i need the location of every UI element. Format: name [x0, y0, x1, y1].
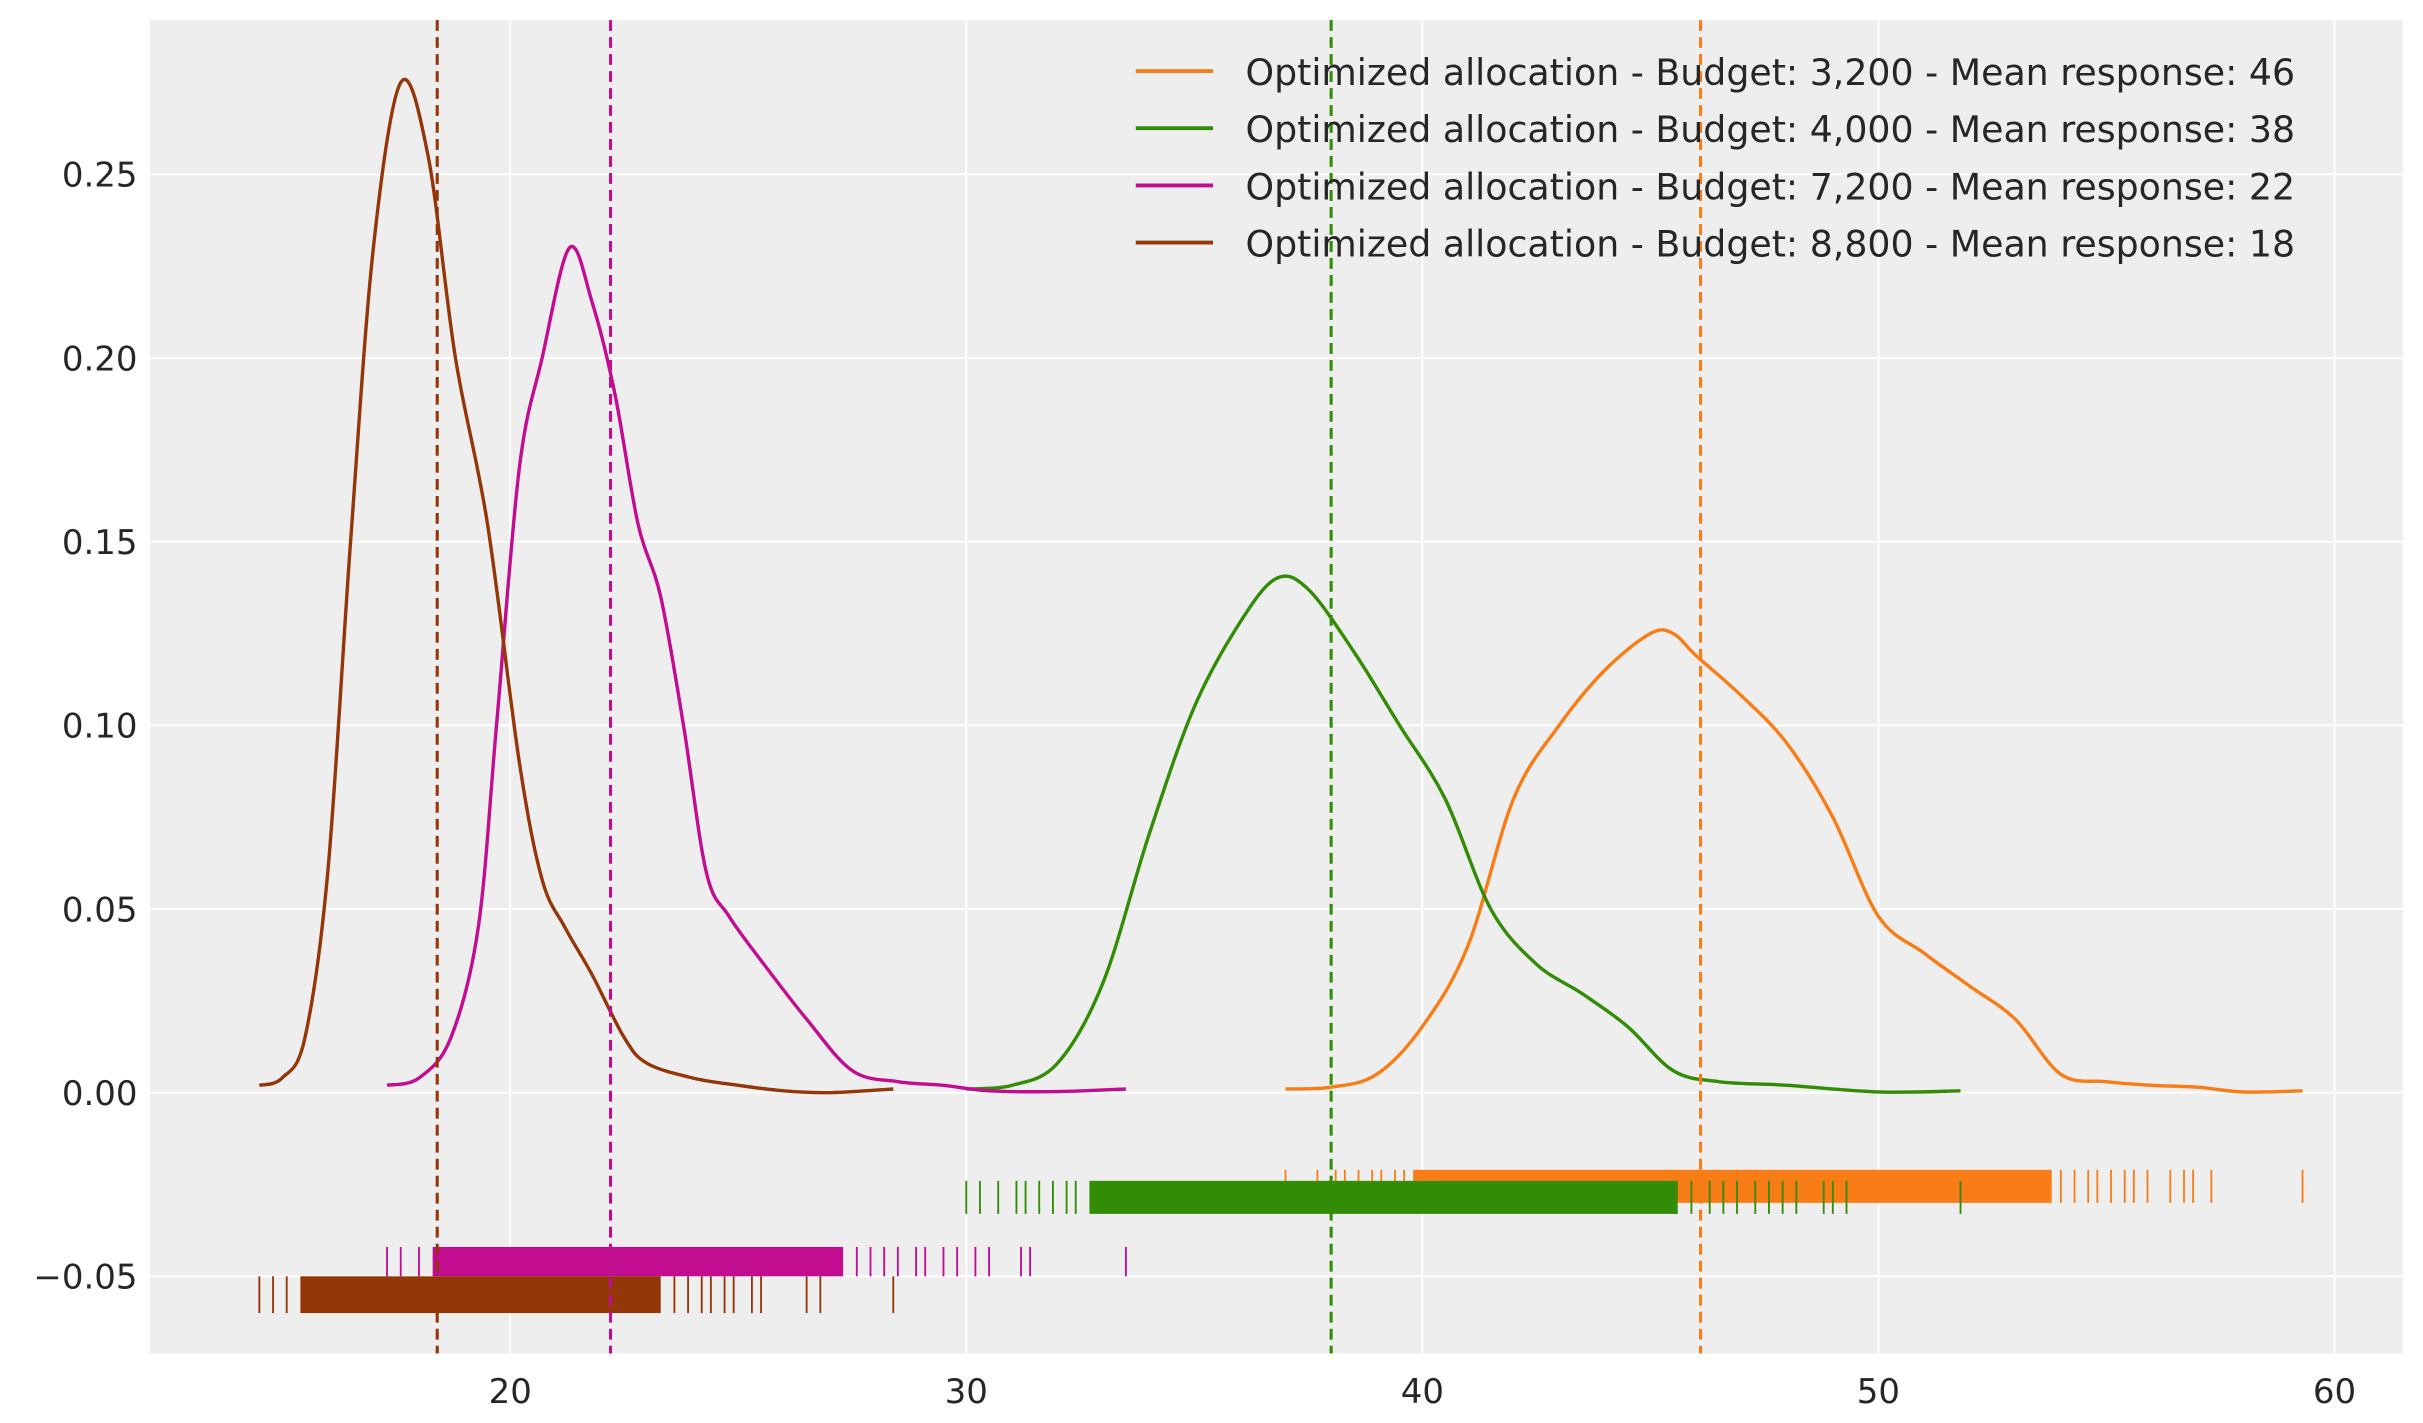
kde-curve	[1285, 628, 2303, 1094]
x-tick-label: 40	[1401, 1372, 1444, 1412]
y-tick-label: −0.05	[33, 1258, 137, 1298]
y-axis-ticks: −0.05 0.00 0.05 0.10 0.15 0.20 0.25	[33, 156, 137, 1298]
legend-label: Optimized allocation - Budget: 4,000 - M…	[1245, 108, 2295, 151]
mean-lines	[435, 20, 1703, 1354]
kde-curves	[258, 77, 2303, 1095]
kde-curve	[386, 244, 1126, 1094]
rug-band	[432, 1246, 844, 1277]
y-tick-label: 0.00	[62, 1074, 138, 1114]
x-tick-label: 50	[1857, 1372, 1900, 1412]
legend-entry: Optimized allocation - Budget: 4,000 - M…	[1135, 108, 2295, 151]
legend-entry: Optimized allocation - Budget: 8,800 - M…	[1135, 222, 2295, 265]
y-tick-label: 0.10	[62, 707, 138, 747]
y-tick-label: 0.15	[62, 523, 138, 563]
plot-background	[149, 20, 2403, 1354]
y-tick-label: 0.05	[62, 890, 138, 930]
legend-entry: Optimized allocation - Budget: 7,200 - M…	[1135, 165, 2295, 208]
kde-curve	[258, 77, 894, 1095]
x-axis-ticks: 20 30 40 50 60	[489, 1372, 2357, 1412]
x-tick-label: 30	[945, 1372, 988, 1412]
y-tick-label: 0.20	[62, 339, 138, 379]
rug-band	[300, 1276, 661, 1314]
rug-band	[1089, 1180, 1678, 1214]
kde-curve	[966, 574, 1961, 1094]
legend-label: Optimized allocation - Budget: 3,200 - M…	[1245, 51, 2295, 94]
x-tick-label: 20	[489, 1372, 532, 1412]
legend-entry: Optimized allocation - Budget: 3,200 - M…	[1135, 51, 2295, 94]
x-tick-label: 60	[2313, 1372, 2356, 1412]
legend-label: Optimized allocation - Budget: 7,200 - M…	[1245, 165, 2295, 208]
y-tick-label: 0.25	[62, 156, 138, 196]
legend-label: Optimized allocation - Budget: 8,800 - M…	[1245, 222, 2295, 265]
rug-plots	[258, 1169, 2304, 1314]
legend: Optimized allocation - Budget: 3,200 - M…	[1135, 51, 2295, 265]
